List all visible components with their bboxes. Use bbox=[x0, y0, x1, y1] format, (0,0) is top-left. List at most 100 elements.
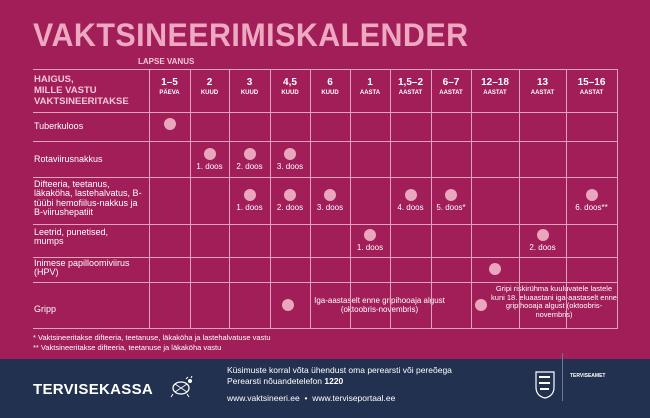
flu-annual-text: Iga-aastaselt enne gripihooaja algust (o… bbox=[314, 296, 445, 315]
row-label-tuberculosis: Tuberkuloos bbox=[34, 121, 84, 131]
vaccination-dot bbox=[284, 189, 296, 201]
dose-label: 3. doos bbox=[276, 162, 304, 171]
age-value: 15–16 bbox=[577, 77, 606, 88]
vaccination-dot bbox=[489, 263, 501, 275]
grid-line bbox=[617, 69, 618, 328]
age-label: LAPSE VANUS bbox=[138, 57, 195, 66]
flu-risk-group-text: Gripi riskirühma kuuluvatele lastele kun… bbox=[491, 284, 617, 319]
age-value: 12–18 bbox=[481, 77, 509, 88]
grid-line bbox=[471, 69, 472, 328]
vaccination-dot bbox=[282, 299, 294, 311]
age-value: 1,5–2 bbox=[397, 77, 424, 88]
disease-column-header: HAIGUS, MILLE VASTU VAKTSINEERITAKSE bbox=[34, 74, 129, 108]
grid-line bbox=[566, 69, 567, 328]
age-column-header: 6–7 AASTAT bbox=[431, 77, 471, 97]
age-value: 4,5 bbox=[283, 77, 297, 88]
header-line: MILLE VASTU bbox=[34, 84, 97, 96]
phone-label: Perearsti nõuandetelefon bbox=[227, 376, 322, 387]
age-value: 2 bbox=[206, 77, 213, 88]
vaccination-dot bbox=[324, 189, 336, 201]
footnote-2: ** Vaktsineeritakse difteeria, teetanuse… bbox=[33, 343, 222, 352]
row-label-hpv: Inimese papilloomiviirus (HPV) bbox=[34, 258, 130, 278]
grid-line bbox=[431, 69, 432, 328]
age-column-header: 1–5 PÄEVA bbox=[149, 77, 190, 97]
divider bbox=[562, 353, 563, 401]
grid-line bbox=[149, 69, 150, 328]
dose-label: 4. doos bbox=[397, 203, 424, 212]
age-column-header: 13 AASTAT bbox=[519, 77, 566, 97]
vaccination-dot bbox=[243, 189, 256, 201]
age-column-header: 3 KUUD bbox=[229, 77, 270, 97]
age-value: 1 bbox=[367, 77, 373, 88]
dose-label: 2. doos bbox=[236, 162, 263, 171]
row-label-rotavirus: Rotaviirusnakkus bbox=[34, 154, 103, 164]
age-unit: AASTAT bbox=[530, 90, 555, 96]
contact-info: Küsimuste korral võta ühendust oma perea… bbox=[227, 365, 452, 388]
age-column-header: 1,5–2 AASTAT bbox=[390, 77, 431, 97]
age-unit: AASTA bbox=[359, 90, 381, 96]
vaccination-dot bbox=[364, 229, 376, 241]
age-column-header: 4,5 KUUD bbox=[270, 77, 310, 97]
header-line: HAIGUS, bbox=[34, 74, 74, 85]
dose-label: 2. doos bbox=[276, 203, 304, 212]
age-value: 6–7 bbox=[442, 77, 460, 88]
age-column-header: 15–16 AASTAT bbox=[566, 77, 617, 97]
age-unit: KUUD bbox=[240, 90, 259, 96]
age-unit: PÄEVA bbox=[159, 90, 180, 96]
dose-label: 1. doos bbox=[356, 243, 384, 252]
link-terviseportaal[interactable]: www.terviseportaal.ee bbox=[312, 393, 396, 403]
grid-line bbox=[519, 69, 520, 328]
vaccination-dot bbox=[243, 148, 256, 160]
footer: TERVISEKASSA Küsimuste korral võta ühend… bbox=[0, 353, 650, 418]
phone-line: Perearsti nõuandetelefon 1220 bbox=[227, 376, 452, 387]
age-column-header: 12–18 AASTAT bbox=[471, 77, 519, 97]
link-vaktsineeri[interactable]: www.vaktsineeri.ee bbox=[227, 393, 300, 403]
age-value: 6 bbox=[327, 77, 333, 88]
phone-number: 1220 bbox=[324, 376, 344, 387]
dose-label: 1. doos bbox=[196, 162, 223, 171]
links: www.vaktsineeri.ee • www.terviseportaal.… bbox=[227, 393, 396, 403]
row-label-diphtheria: Difteeria, teetanus, läkaköha, lastehalv… bbox=[34, 179, 142, 218]
grid-line bbox=[390, 69, 391, 328]
age-value: 3 bbox=[246, 77, 253, 88]
grid-line bbox=[350, 69, 351, 328]
header-line: VAKTSINEERITAKSE bbox=[34, 95, 129, 107]
dose-label: 1. doos bbox=[236, 203, 263, 212]
vaccination-dot bbox=[475, 299, 487, 311]
vaccination-dot bbox=[404, 189, 417, 201]
row-label-measles: Leetrid, punetised, mumps bbox=[34, 227, 109, 247]
age-value: 13 bbox=[536, 77, 549, 88]
vaccination-dot bbox=[284, 148, 296, 160]
footnote-1: * Vaktsineeritakse difteeria, teetanuse,… bbox=[33, 333, 271, 342]
age-column-header: 6 KUUD bbox=[310, 77, 350, 97]
vaccination-dot bbox=[585, 189, 598, 201]
grid-line bbox=[310, 69, 311, 328]
grid-line bbox=[190, 69, 191, 328]
terviseamet-logo: TERVISEAMET bbox=[570, 373, 606, 379]
vaccination-dot bbox=[203, 148, 216, 160]
age-column-header: 2 KUUD bbox=[190, 77, 229, 97]
age-unit: KUUD bbox=[281, 90, 299, 96]
dose-label: 3. doos bbox=[316, 203, 344, 212]
row-label-flu: Gripp bbox=[34, 304, 57, 314]
grid-line bbox=[229, 69, 230, 328]
age-column-header: 1 AASTA bbox=[350, 77, 390, 97]
vaccination-dot bbox=[163, 118, 176, 130]
contact-line: Küsimuste korral võta ühendust oma perea… bbox=[227, 365, 452, 375]
age-unit: KUUD bbox=[321, 90, 339, 96]
turtle-icon bbox=[170, 375, 193, 398]
tervisekassa-logo: TERVISEKASSA bbox=[33, 381, 154, 398]
age-unit: AASTAT bbox=[439, 90, 463, 96]
dose-label: 2. doos bbox=[529, 243, 556, 252]
grid-line bbox=[270, 69, 271, 328]
dose-label: 6. doos** bbox=[575, 203, 608, 212]
dose-label: 5. doos* bbox=[436, 203, 466, 212]
estonian-crest-icon bbox=[535, 371, 555, 399]
age-unit: AASTAT bbox=[483, 90, 507, 96]
vaccination-dot bbox=[536, 229, 549, 241]
vaccination-dot bbox=[445, 189, 457, 201]
page-title: VAKTSINEERIMISKALENDER bbox=[33, 17, 469, 53]
age-value: 1–5 bbox=[161, 77, 178, 88]
age-unit: AASTAT bbox=[398, 90, 423, 96]
age-unit: AASTAT bbox=[579, 90, 604, 96]
